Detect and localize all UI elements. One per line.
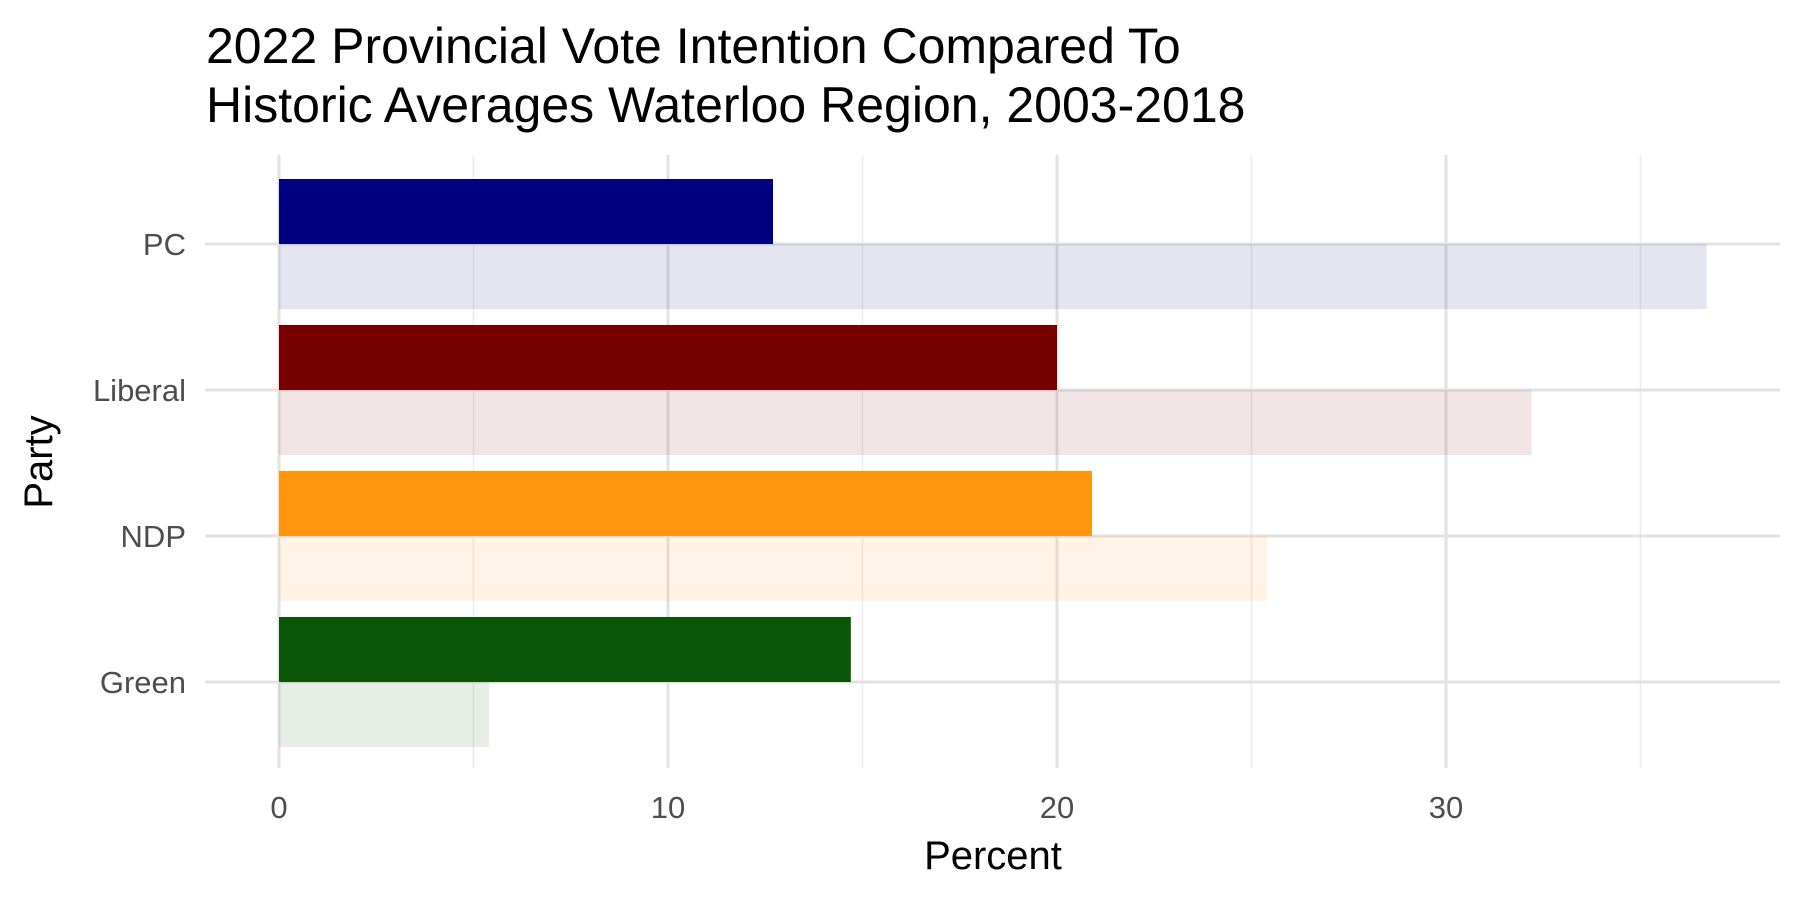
y-axis-title: Party xyxy=(17,415,61,508)
bar-2022-ndp xyxy=(279,471,1093,536)
bars xyxy=(279,179,1707,747)
y-tick-label-green: Green xyxy=(100,665,186,700)
y-tick-label-liberal: Liberal xyxy=(93,373,186,408)
chart-title-line-1: 2022 Provincial Vote Intention Compared … xyxy=(206,18,1181,74)
bar-2022-liberal xyxy=(279,325,1057,390)
bar-historic-pc xyxy=(279,244,1707,309)
x-tick-label: 0 xyxy=(270,790,287,825)
y-tick-label-pc: PC xyxy=(143,227,186,262)
x-axis-title: Percent xyxy=(924,834,1062,878)
y-axis-ticks: PC Liberal NDP Green xyxy=(93,227,186,700)
bar-2022-pc xyxy=(279,179,774,244)
chart-title-line-2: Historic Averages Waterloo Region, 2003-… xyxy=(206,77,1245,133)
x-axis-ticks: 0 10 20 30 xyxy=(270,790,1463,825)
bar-2022-green xyxy=(279,617,851,682)
bar-historic-liberal xyxy=(279,390,1532,455)
x-tick-label: 30 xyxy=(1429,790,1463,825)
y-tick-label-ndp: NDP xyxy=(121,519,186,554)
x-tick-label: 20 xyxy=(1040,790,1074,825)
x-tick-label: 10 xyxy=(651,790,685,825)
bar-historic-green xyxy=(279,682,490,747)
bar-historic-ndp xyxy=(279,536,1268,601)
